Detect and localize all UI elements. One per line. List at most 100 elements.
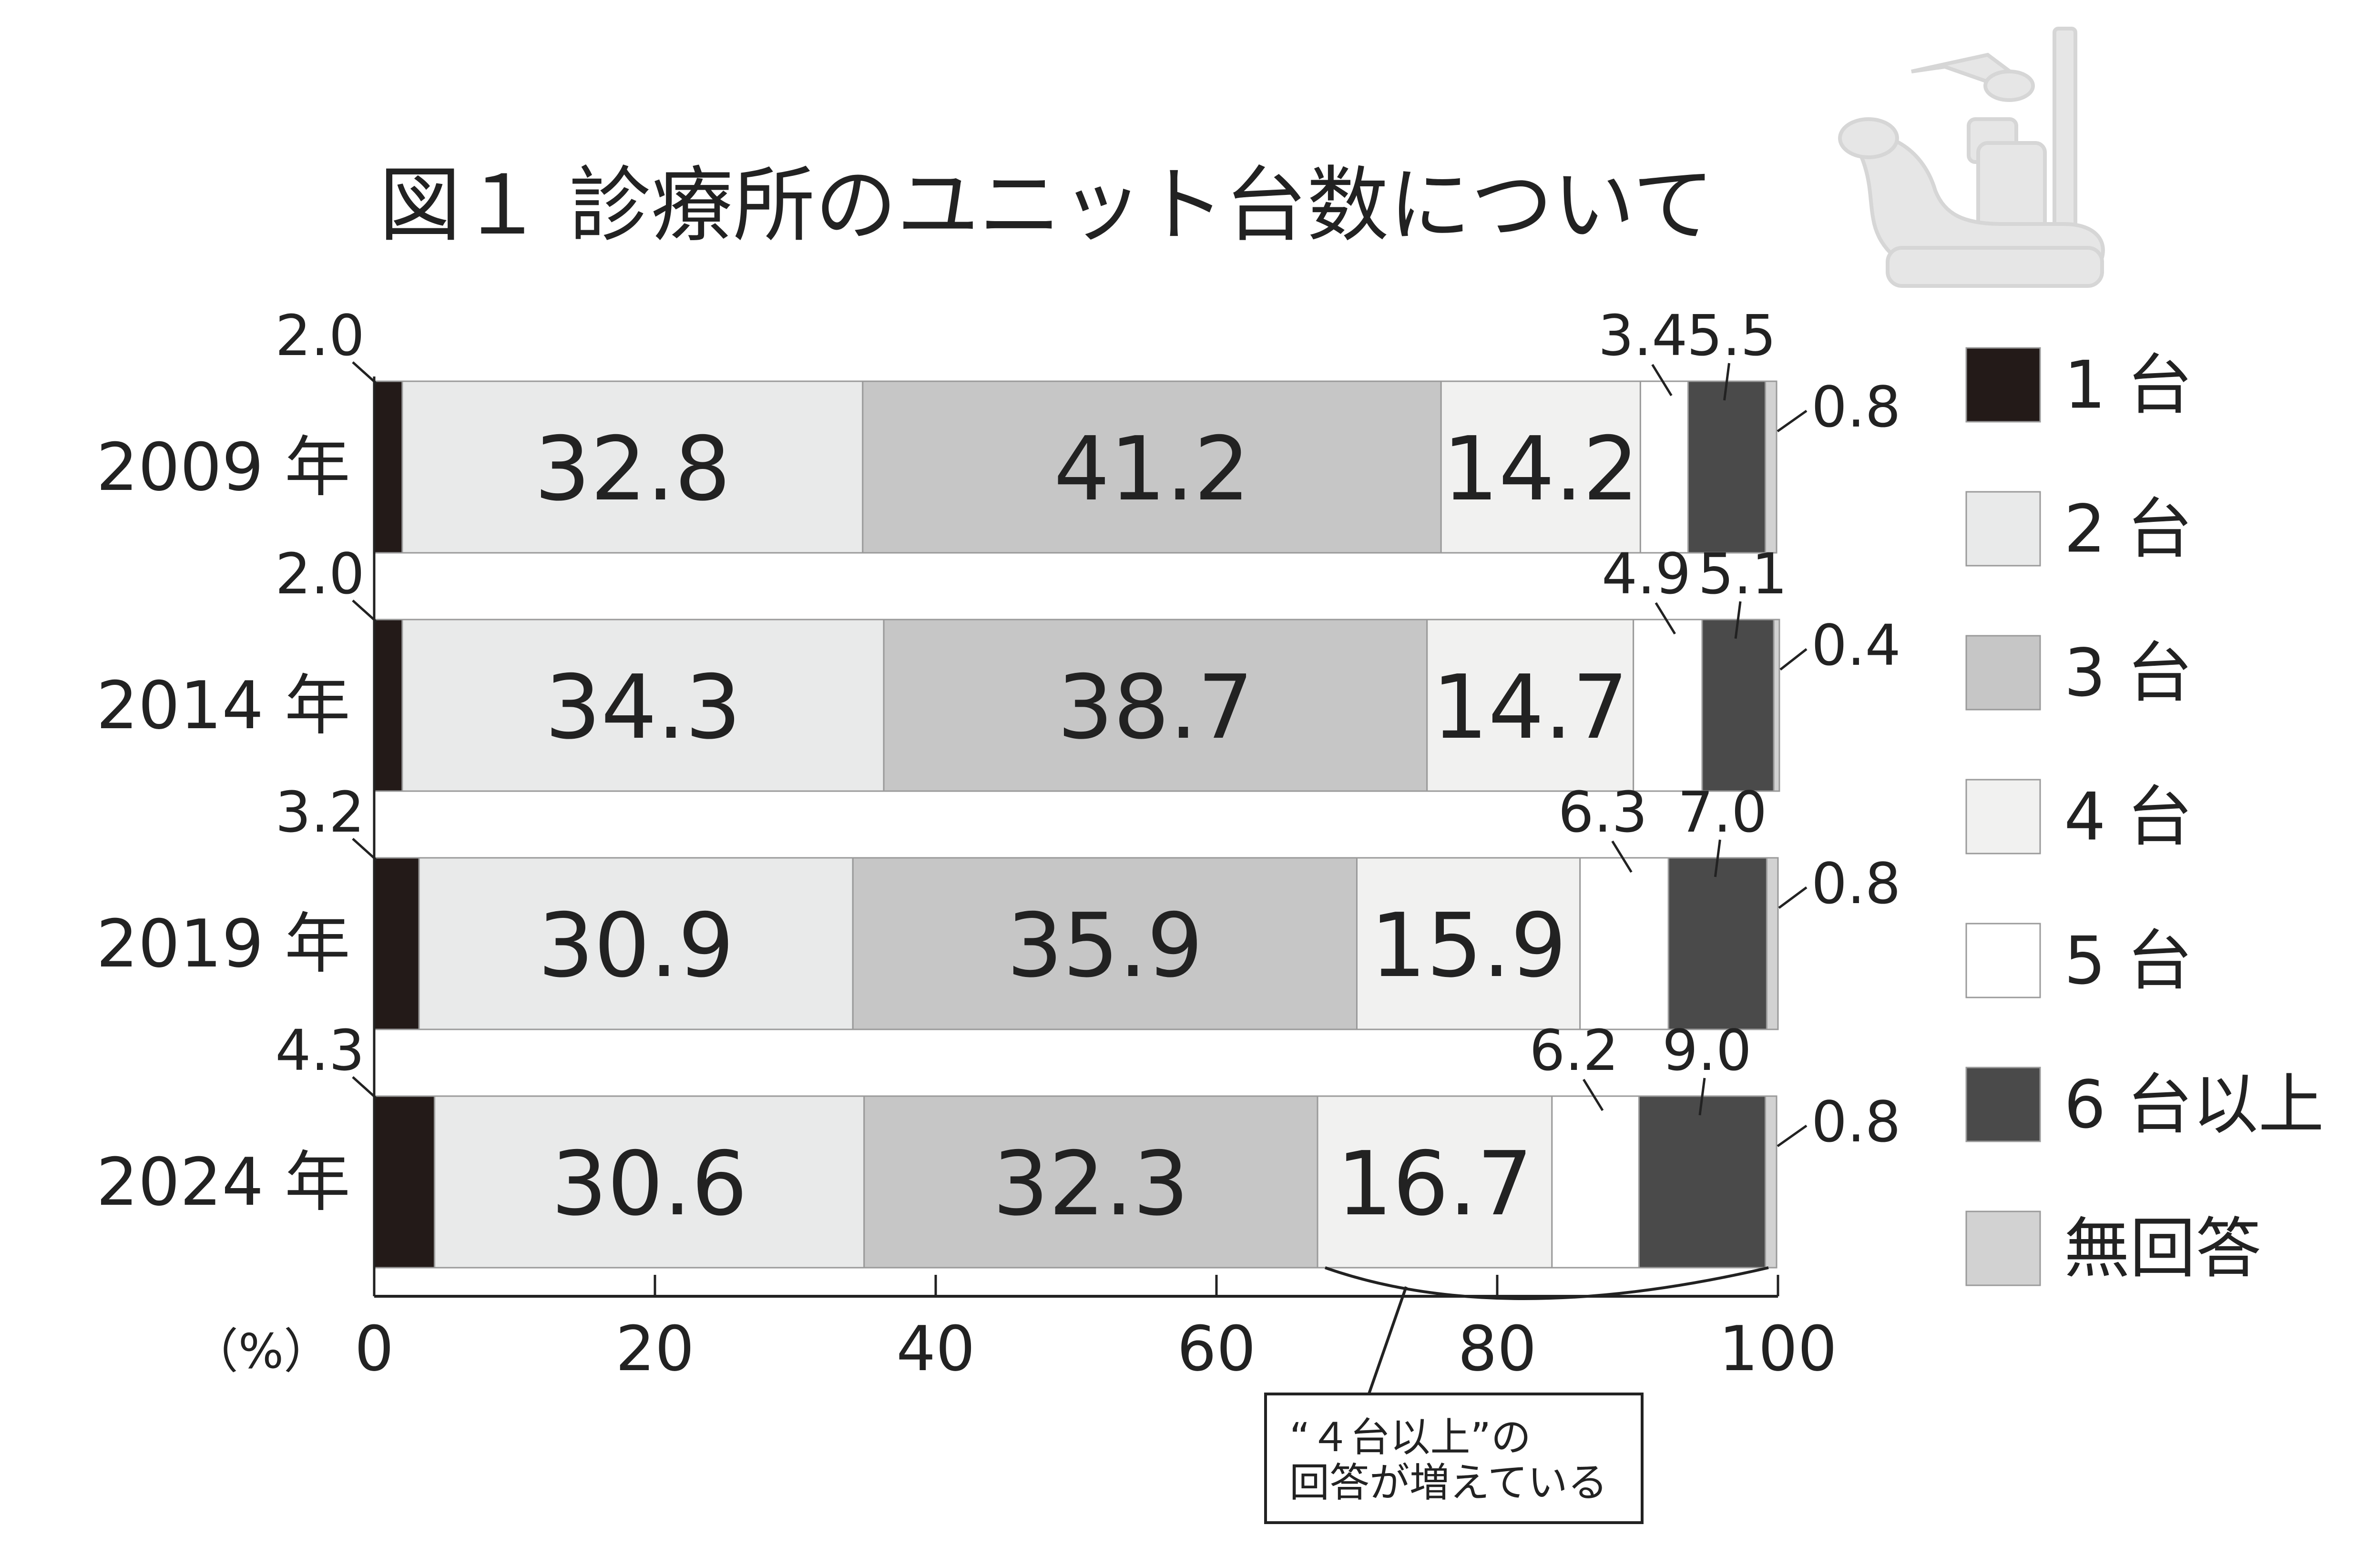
legend-label: 1 台 [2064,347,2193,424]
data-label: 14.2 [1442,417,1639,520]
label-leader [352,361,378,385]
data-label: 30.6 [551,1132,747,1235]
bar-segment [1638,1095,1766,1269]
data-label: 3.2 [275,779,365,845]
legend-label: 6 台以上 [2064,1067,2324,1143]
label-leader [1777,409,1808,433]
bar-segment [373,1095,436,1269]
label-leader [352,600,378,623]
label-leader [1777,1124,1808,1148]
data-label: 16.7 [1337,1132,1533,1235]
bar-segment [418,857,854,1030]
data-label: 0.8 [1811,374,1901,440]
bar-segment [1687,380,1766,554]
label-leader [352,1076,378,1099]
legend-swatch [1965,347,2041,423]
bar-segment [1701,619,1775,792]
legend-label: 2 台 [2064,491,2193,568]
data-label: 30.9 [538,894,734,997]
x-tick-label: 100 [1719,1312,1837,1385]
bar-segment [883,619,1428,792]
annotation-box [1264,1393,1644,1524]
annotation: “４台以上”の 回答が増えている [1264,1266,1769,1524]
bar-segment [373,857,420,1030]
data-label: 15.9 [1370,894,1567,997]
data-label: 14.7 [1432,656,1628,759]
label-leader [1611,840,1633,873]
x-tick-label: 40 [896,1312,975,1385]
data-label: 2.0 [275,303,365,368]
x-tick-label: 60 [1177,1312,1256,1385]
data-label: 0.8 [1811,1089,1901,1155]
data-label: 6.3 [1558,779,1648,845]
bar-segment [1356,857,1581,1030]
bar-segment [373,380,403,554]
data-label: 32.8 [534,417,731,520]
annotation-leader [1367,1286,1408,1397]
label-leader [1698,1078,1706,1116]
label-leader [1583,1078,1604,1111]
bar-segment [1440,380,1641,554]
category-label: 2009 年 [96,429,350,506]
data-label: 0.4 [1811,612,1901,678]
chart-title: 図１ 診療所のユニット台数について [379,157,1715,253]
bar-segment [1551,1095,1640,1269]
bar-segment [1764,380,1777,554]
data-label: 41.2 [1054,417,1250,520]
bar-segment [434,1095,865,1269]
data-label: 35.9 [1007,894,1203,997]
data-label: 4.3 [275,1017,365,1083]
data-label: 0.8 [1811,851,1901,916]
bar-segment [1639,380,1689,554]
legend-label: 5 台 [2064,923,2193,999]
data-label: 4.9 [1602,541,1691,607]
bar-segment [1633,619,1703,792]
bar-segment [1667,857,1767,1030]
legend-swatch [1965,491,2041,567]
legend-swatch [1965,923,2041,998]
data-label: 7.0 [1678,779,1767,845]
dental-chair-icon [1838,27,2105,288]
data-label: 5.5 [1687,303,1777,368]
data-label: 5.1 [1698,541,1788,607]
category-label: 2019 年 [96,905,350,982]
bar-segment [1773,619,1780,792]
data-label: 38.7 [1057,656,1254,759]
x-tick-label: 20 [615,1312,694,1385]
bar-segment [862,380,1442,554]
bar-segment [1766,857,1779,1030]
label-leader [1655,602,1676,635]
data-label: 2.0 [275,541,365,607]
label-leader [1778,886,1808,909]
category-label: 2014 年 [96,667,350,744]
label-leader [1779,648,1808,671]
annotation-brace [1325,1266,1769,1300]
label-leader [1734,601,1742,639]
data-label: 3.4 [1598,303,1688,368]
legend-label: 3 台 [2064,635,2193,712]
bar-segment [1764,1095,1777,1269]
bar-segment [863,1095,1318,1269]
label-leader [1651,364,1673,397]
legend-label: 無回答 [2064,1210,2261,1287]
bar-segment [373,619,403,792]
legend-swatch [1965,1067,2041,1142]
label-leader [1723,363,1730,401]
x-tick-label: 0 [355,1312,394,1385]
label-leader [1714,839,1721,877]
category-label: 2024 年 [96,1144,350,1221]
data-label: 32.3 [992,1132,1189,1235]
data-label: 6.2 [1529,1017,1619,1083]
bar-segment [1426,619,1634,792]
annotation-line1: “４台以上”の [1289,1414,1531,1461]
legend-swatch [1965,635,2041,711]
legend-swatch [1965,1210,2041,1286]
legend-label: 4 台 [2064,779,2193,855]
bar-segment [852,857,1358,1030]
x-tick-label: 80 [1458,1312,1536,1385]
legend-swatch [1965,779,2041,854]
bar-segment [401,619,885,792]
label-leader [352,838,378,861]
annotation-line2: 回答が増えている [1289,1459,1608,1506]
